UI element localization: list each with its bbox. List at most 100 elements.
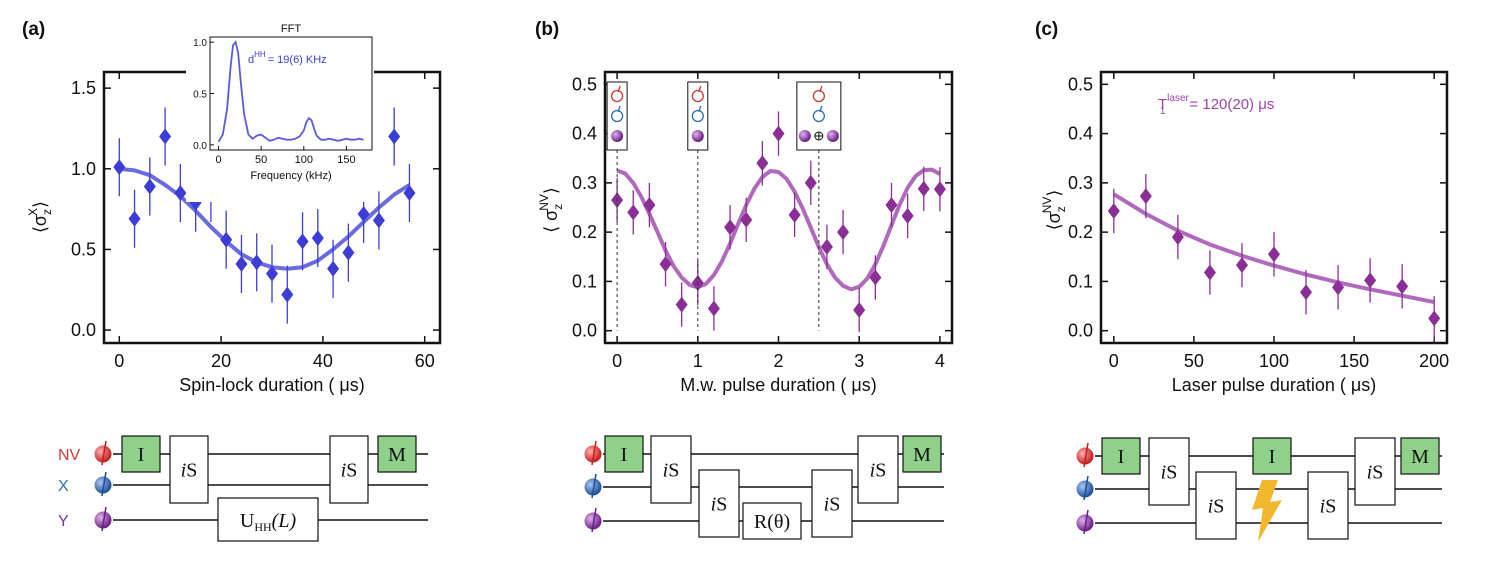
inset-title: FFT xyxy=(281,23,301,35)
data-point xyxy=(143,178,156,195)
data-point xyxy=(853,301,866,318)
x-axis-label: M.w. pulse duration ( μs) xyxy=(680,375,876,395)
x-axis-label: Spin-lock duration ( μs) xyxy=(179,375,364,395)
nv-spin-icon xyxy=(610,89,624,103)
gate-measure xyxy=(902,435,942,473)
data-point xyxy=(372,212,385,229)
data-point xyxy=(159,128,172,145)
y-tick-label: 0.5 xyxy=(71,239,96,259)
marker-lines-b xyxy=(606,81,842,331)
spin-arrow-icon xyxy=(591,440,597,466)
spin-arrow-icon xyxy=(698,105,702,113)
gate-iswap-label: iS xyxy=(824,494,841,516)
x-tick-label: 0 xyxy=(114,351,124,371)
qubit-sphere-icon xyxy=(1076,447,1094,465)
fit-curve xyxy=(616,167,941,292)
x-tick-label: 150 xyxy=(1339,351,1369,371)
data-point xyxy=(804,174,817,191)
data-point xyxy=(901,207,914,224)
gate-measure-label: M xyxy=(913,444,931,466)
x-tick-label: 2 xyxy=(773,351,783,371)
panel-label-a: (a) xyxy=(22,19,45,40)
data-point xyxy=(113,159,126,176)
inset-x-tick-label: 150 xyxy=(337,154,355,166)
x-tick-label: 3 xyxy=(854,351,864,371)
data-point xyxy=(174,184,187,201)
spin-arrow-icon xyxy=(101,440,107,466)
gate-measure xyxy=(377,435,417,473)
data-point xyxy=(675,296,688,313)
qubit-sphere-icon xyxy=(94,445,112,463)
y-spin-icon xyxy=(798,130,811,142)
inset-x-tick-label: 50 xyxy=(255,154,267,166)
gate-iswap-label: iS xyxy=(181,460,198,482)
gate-measure-label: M xyxy=(388,444,406,466)
qubit-sphere-icon xyxy=(1076,480,1094,498)
gate-iswap xyxy=(169,435,209,504)
data-point xyxy=(707,300,720,317)
plot-b: 0 1 2 3 4 0.0 0.1 0.2 0.3 0.4 0.5 M.w. pulse durati… xyxy=(572,70,954,395)
data-point xyxy=(357,205,370,222)
nv-spin-icon xyxy=(812,89,825,103)
x-tick-label: 1 xyxy=(693,351,703,371)
data-point xyxy=(281,286,294,303)
data-point xyxy=(220,231,233,248)
gate-init-label: I xyxy=(1118,446,1125,468)
data-point xyxy=(820,238,833,255)
y-tick-label: 0.5 xyxy=(572,74,597,94)
qubit-label: X xyxy=(58,478,69,495)
qubit-label: Y xyxy=(58,513,69,530)
y-tick-label: 0.4 xyxy=(572,124,597,144)
x-axis-label: Laser pulse duration ( μs) xyxy=(1172,375,1376,395)
y-tick-label: 0.0 xyxy=(71,320,96,340)
y-tick-label: 0.3 xyxy=(1068,173,1093,193)
gate-measure-label: M xyxy=(1411,446,1429,468)
data-point xyxy=(756,155,769,172)
data-point xyxy=(1332,279,1345,296)
data-point xyxy=(1300,284,1313,301)
gate-iswap xyxy=(1307,471,1349,540)
x-spin-icon xyxy=(691,109,704,123)
gate-iswap-label: iS xyxy=(1320,496,1337,518)
data-point xyxy=(643,197,656,214)
gate-iswap xyxy=(329,435,369,504)
spin-arrow-icon xyxy=(617,105,621,113)
data-point xyxy=(869,269,882,286)
gate-iswap-label: iS xyxy=(870,460,887,482)
data-point xyxy=(1139,188,1152,205)
inset-y-tick-label: 0.5 xyxy=(193,90,207,101)
y-tick-label: 1.0 xyxy=(71,159,96,179)
spin-arrow-icon xyxy=(101,471,107,497)
gate-init xyxy=(604,435,644,473)
y-tick-label: 0.3 xyxy=(572,173,597,193)
data-point xyxy=(1235,257,1248,274)
qubit-sphere-icon xyxy=(94,511,112,529)
inset-y-tick-label: 1.0 xyxy=(193,38,207,49)
data-point xyxy=(266,265,278,282)
data-point xyxy=(627,204,640,221)
qubit-sphere-icon xyxy=(584,445,602,463)
data-point xyxy=(327,260,340,277)
gate-iswap xyxy=(650,435,692,504)
laser-bolt-icon xyxy=(1252,480,1282,542)
data-point xyxy=(1171,229,1184,246)
gate-rotation xyxy=(742,502,802,540)
ylabel-c: ⟨σzNV⟩ xyxy=(1040,190,1068,231)
data-point xyxy=(740,211,753,228)
x-tick-label: 200 xyxy=(1419,351,1449,371)
data-point xyxy=(1364,272,1377,289)
x-tick-label: 60 xyxy=(415,351,435,371)
circuit-b: IiS iS R(θ) iS iS M xyxy=(584,435,944,540)
y-tick-label: 0.5 xyxy=(1068,74,1093,94)
gate-rotation-label: R(θ) xyxy=(754,511,790,533)
data-point xyxy=(837,224,850,241)
spin-arrow-icon xyxy=(101,506,107,532)
x-tick-label: 20 xyxy=(211,351,231,371)
data-point xyxy=(885,197,898,214)
data-point xyxy=(342,244,355,261)
x-spin-icon xyxy=(812,109,825,123)
data-point xyxy=(772,125,785,142)
gate-iswap xyxy=(698,469,740,538)
gate-init-label: I xyxy=(138,444,145,466)
